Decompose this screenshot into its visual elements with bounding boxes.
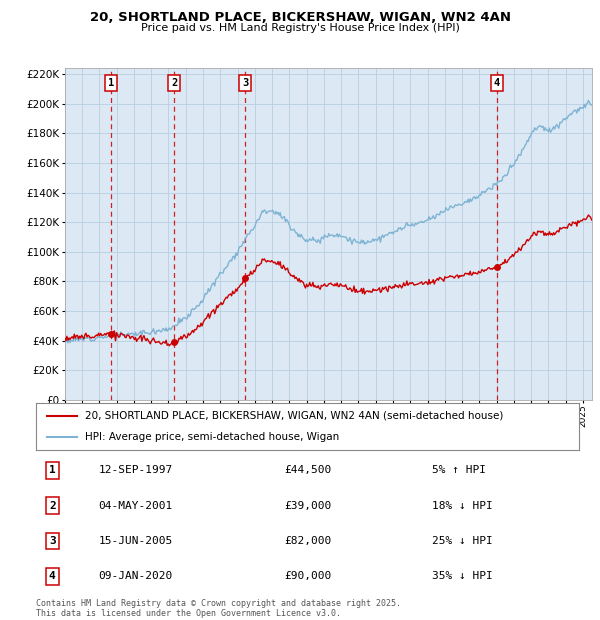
Text: 18% ↓ HPI: 18% ↓ HPI (433, 500, 493, 511)
Text: Contains HM Land Registry data © Crown copyright and database right 2025.
This d: Contains HM Land Registry data © Crown c… (36, 599, 401, 618)
Text: 15-JUN-2005: 15-JUN-2005 (98, 536, 173, 546)
Text: 4: 4 (49, 571, 56, 582)
Text: £44,500: £44,500 (284, 465, 331, 476)
Text: 20, SHORTLAND PLACE, BICKERSHAW, WIGAN, WN2 4AN: 20, SHORTLAND PLACE, BICKERSHAW, WIGAN, … (89, 11, 511, 24)
Text: 5% ↑ HPI: 5% ↑ HPI (433, 465, 487, 476)
Text: £82,000: £82,000 (284, 536, 331, 546)
Text: 1: 1 (109, 78, 115, 88)
Text: 3: 3 (49, 536, 56, 546)
Text: 09-JAN-2020: 09-JAN-2020 (98, 571, 173, 582)
Text: £39,000: £39,000 (284, 500, 331, 511)
Text: 04-MAY-2001: 04-MAY-2001 (98, 500, 173, 511)
Text: 20, SHORTLAND PLACE, BICKERSHAW, WIGAN, WN2 4AN (semi-detached house): 20, SHORTLAND PLACE, BICKERSHAW, WIGAN, … (85, 410, 503, 420)
Text: £90,000: £90,000 (284, 571, 331, 582)
Text: 12-SEP-1997: 12-SEP-1997 (98, 465, 173, 476)
Text: Price paid vs. HM Land Registry's House Price Index (HPI): Price paid vs. HM Land Registry's House … (140, 23, 460, 33)
Text: 25% ↓ HPI: 25% ↓ HPI (433, 536, 493, 546)
Text: HPI: Average price, semi-detached house, Wigan: HPI: Average price, semi-detached house,… (85, 432, 339, 442)
Text: 3: 3 (242, 78, 248, 88)
Text: 2: 2 (49, 500, 56, 511)
Text: 1: 1 (49, 465, 56, 476)
Text: 4: 4 (494, 78, 500, 88)
Text: 35% ↓ HPI: 35% ↓ HPI (433, 571, 493, 582)
Text: 2: 2 (171, 78, 178, 88)
